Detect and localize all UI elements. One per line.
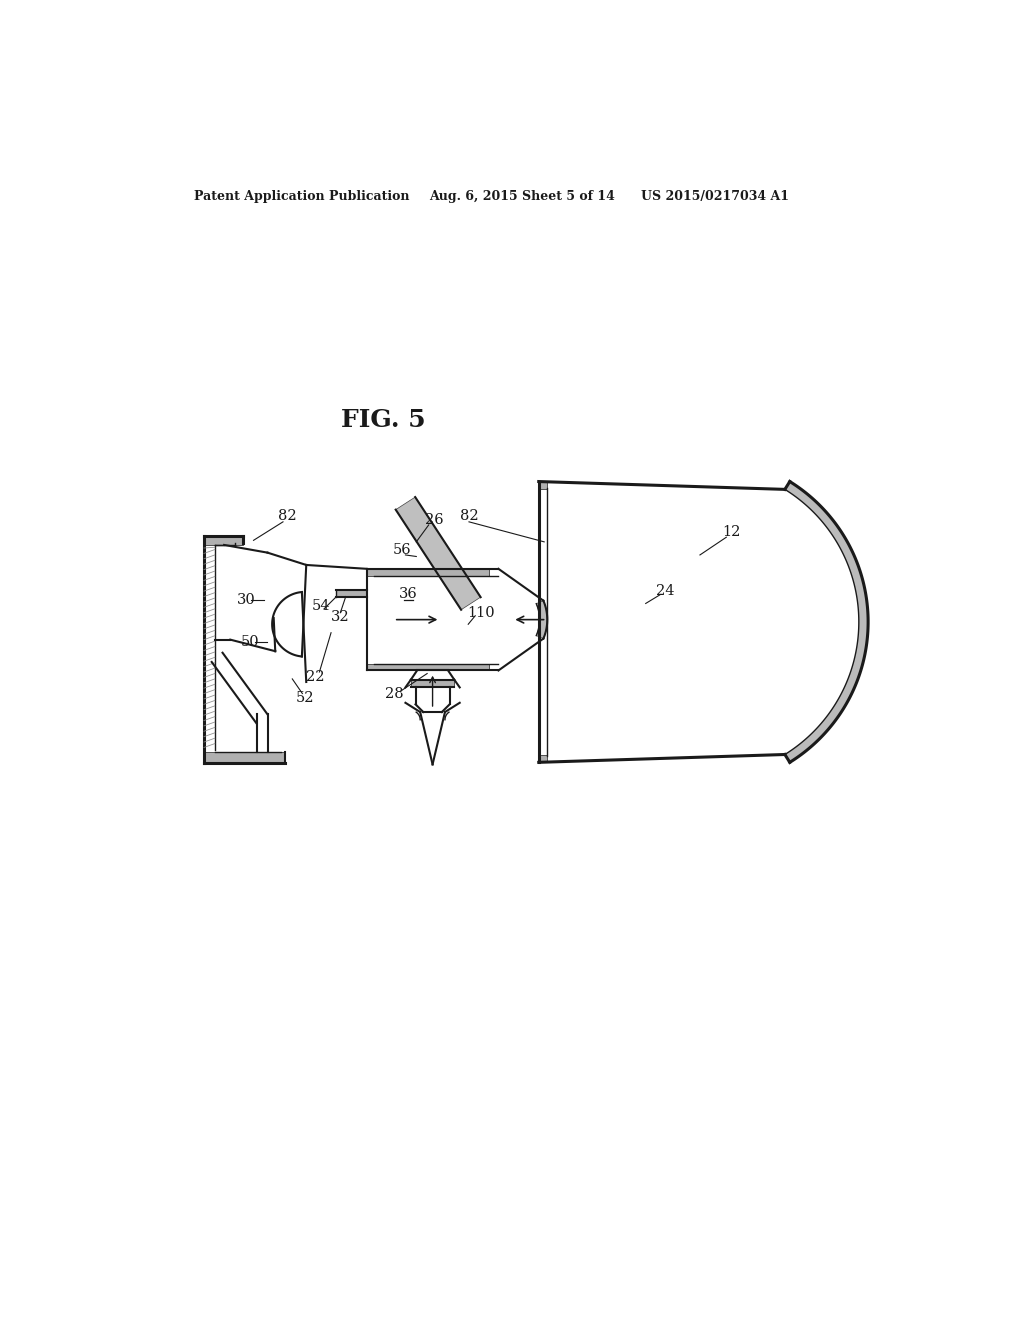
Text: Sheet 5 of 14: Sheet 5 of 14 xyxy=(521,190,614,203)
Text: 12: 12 xyxy=(722,525,740,539)
Text: 52: 52 xyxy=(296,692,314,705)
Text: 82: 82 xyxy=(278,510,296,524)
Bar xyxy=(367,569,489,576)
Text: 32: 32 xyxy=(331,610,349,624)
Bar xyxy=(411,680,455,688)
Text: Aug. 6, 2015: Aug. 6, 2015 xyxy=(429,190,517,203)
Text: 22: 22 xyxy=(306,669,325,684)
Polygon shape xyxy=(784,482,868,763)
Polygon shape xyxy=(395,498,480,610)
Text: 36: 36 xyxy=(399,587,418,601)
Text: 30: 30 xyxy=(237,593,255,607)
Bar xyxy=(539,755,547,763)
Text: 56: 56 xyxy=(393,544,412,557)
Bar xyxy=(204,752,286,763)
Bar xyxy=(367,664,489,671)
Text: 24: 24 xyxy=(655,585,675,598)
Bar xyxy=(204,536,243,545)
Text: 82: 82 xyxy=(460,510,478,524)
Text: 28: 28 xyxy=(385,686,403,701)
Text: FIG. 5: FIG. 5 xyxy=(341,408,426,432)
Text: 110: 110 xyxy=(468,606,496,619)
Text: 54: 54 xyxy=(311,599,330,612)
Text: Patent Application Publication: Patent Application Publication xyxy=(194,190,410,203)
Bar xyxy=(539,482,547,490)
Text: 50: 50 xyxy=(241,635,259,649)
Polygon shape xyxy=(537,601,547,639)
Bar xyxy=(336,590,367,598)
Text: 26: 26 xyxy=(425,512,443,527)
Text: US 2015/0217034 A1: US 2015/0217034 A1 xyxy=(641,190,790,203)
